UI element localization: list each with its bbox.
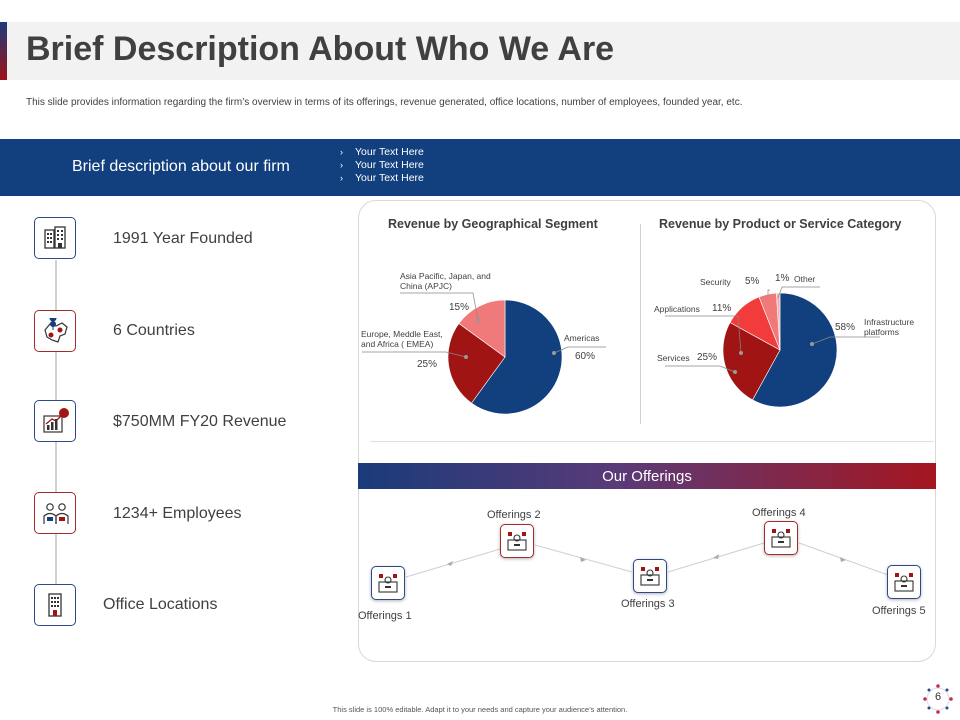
timeline-connector <box>55 442 57 492</box>
fact-countries: 6 Countries <box>113 322 195 339</box>
firm-description-title: Brief description about our firm <box>72 158 290 175</box>
geo-pct-apjc: 15% <box>449 302 470 313</box>
offering-icon <box>771 529 791 548</box>
geo-pct-americas: 60% <box>575 351 596 362</box>
chevron-right-icon: › <box>340 160 343 170</box>
timeline-connector <box>55 260 57 310</box>
page-title: Brief Description About Who We Are <box>26 30 615 68</box>
page-number: 6 <box>934 691 942 703</box>
office-building-icon <box>34 217 76 259</box>
employees-icon <box>34 492 76 534</box>
fact-office-locations: Office Locations <box>103 596 218 613</box>
product-pie-slice-2 <box>722 322 781 401</box>
office-tower-icon <box>34 584 76 626</box>
prod-pct-other: 1% <box>775 273 790 284</box>
fact-year-founded: 1991 Year Founded <box>113 230 253 247</box>
prod-label-other: Other <box>794 274 816 284</box>
geo-pie-slice-3 <box>458 299 506 358</box>
prod-label-applications: Applications <box>654 304 700 314</box>
firm-description-item: › Your Text Here <box>340 159 424 171</box>
geo-pie-slice-1 <box>471 299 563 415</box>
offering-icon <box>640 567 660 586</box>
prod-pct-security: 5% <box>745 276 760 287</box>
timeline-connector <box>55 352 57 400</box>
geo-chart-title: Revenue by Geographical Segment <box>388 217 598 231</box>
offering-4-node <box>764 521 798 555</box>
product-pie <box>722 292 838 408</box>
footer-note: This slide is 100% editable. Adapt it to… <box>332 705 628 714</box>
firm-description-item: › Your Text Here <box>340 146 424 158</box>
geo-label-americas: Americas <box>564 333 600 343</box>
offering-3-label: Offerings 3 <box>621 598 675 610</box>
offering-1-label: Offerings 1 <box>358 610 412 622</box>
product-pie-slice-1 <box>752 292 838 408</box>
prod-pct-services: 25% <box>697 352 718 363</box>
offerings-title: Our Offerings <box>602 468 692 485</box>
timeline-connector <box>55 534 57 584</box>
offering-3-node <box>633 559 667 593</box>
section-divider <box>370 441 934 442</box>
page-subtitle: This slide provides information regardin… <box>26 97 743 108</box>
offerings-band <box>358 463 936 489</box>
prod-pct-infrastructure: 58% <box>835 322 856 333</box>
page-number-badge-icon <box>923 684 953 714</box>
product-chart-title: Revenue by Product or Service Category <box>659 217 902 231</box>
firm-description-band <box>0 139 960 196</box>
chevron-right-icon: › <box>340 173 343 183</box>
firm-description-item: › Your Text Here <box>340 172 424 184</box>
offering-icon <box>894 573 914 592</box>
title-accent <box>0 22 7 80</box>
map-pin-icon <box>34 310 76 352</box>
geo-pie <box>447 299 563 415</box>
offering-5-label: Offerings 5 <box>872 605 926 617</box>
geo-pie-slice-2 <box>447 323 506 404</box>
geo-label-apjc: Asia Pacific, Japan, and China (APJC) <box>400 271 491 291</box>
geo-pct-emea: 25% <box>417 359 438 370</box>
title-band <box>0 22 960 80</box>
prod-label-services: Services <box>657 353 690 363</box>
prod-pct-applications: 11% <box>712 303 732 314</box>
offering-4-label: Offerings 4 <box>752 507 806 519</box>
geo-label-emea: Europe, Meddle East, and Africa ( EMEA) <box>361 329 443 349</box>
chart-divider <box>640 224 641 424</box>
firm-description-list: › Your Text Here › Your Text Here › Your Te… <box>340 146 424 185</box>
label-leader-lines <box>362 286 880 373</box>
offering-2-label: Offerings 2 <box>487 509 541 521</box>
offering-1-node <box>371 566 405 600</box>
offering-2-node <box>500 524 534 558</box>
fact-revenue: $750MM FY20 Revenue <box>113 413 287 430</box>
offering-5-node <box>887 565 921 599</box>
prod-label-security: Security <box>700 277 731 287</box>
fact-employees: 1234+ Employees <box>113 505 242 522</box>
offering-icon <box>507 532 527 551</box>
chevron-right-icon: › <box>340 147 343 157</box>
offering-icon <box>378 574 398 593</box>
revenue-chart-icon <box>34 400 76 442</box>
prod-label-infrastructure: Infrastructure platforms <box>864 317 915 337</box>
